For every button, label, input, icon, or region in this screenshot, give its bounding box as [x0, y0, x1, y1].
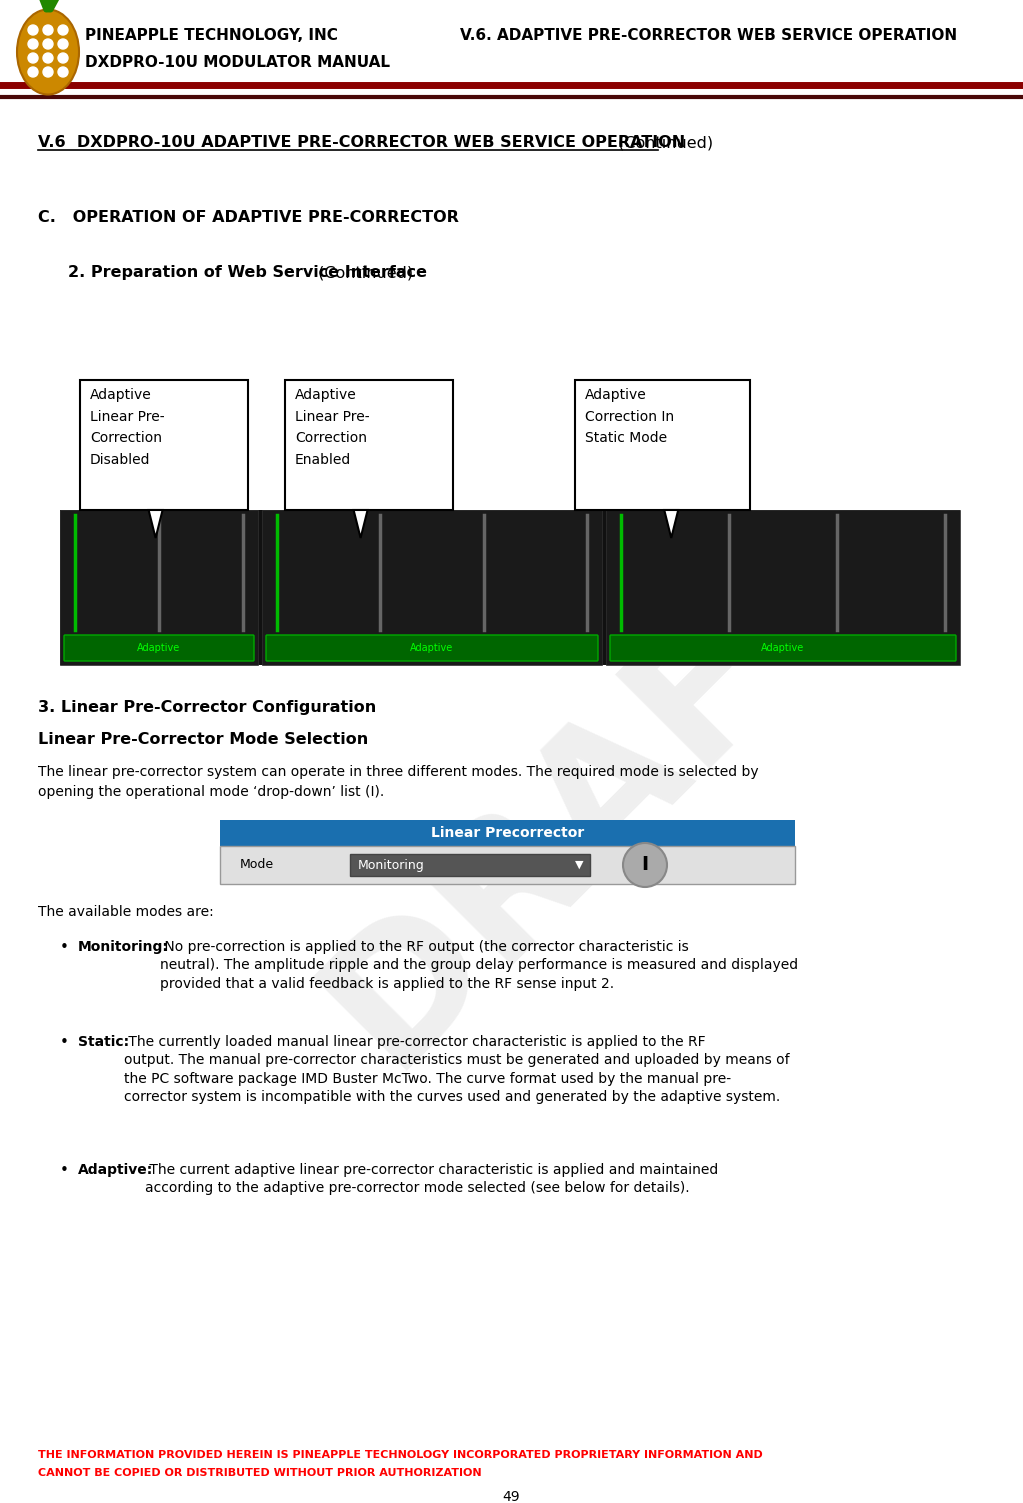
FancyBboxPatch shape	[285, 380, 453, 510]
Text: Adaptive: Adaptive	[761, 643, 805, 652]
Text: ▼: ▼	[575, 860, 583, 870]
Circle shape	[28, 39, 38, 50]
Text: The available modes are:: The available modes are:	[38, 905, 214, 918]
Polygon shape	[664, 510, 678, 538]
FancyBboxPatch shape	[610, 634, 957, 661]
Text: 2. Preparation of Web Service Interface: 2. Preparation of Web Service Interface	[68, 265, 427, 280]
Text: The linear pre-corrector system can operate in three different modes. The requir: The linear pre-corrector system can oper…	[38, 765, 759, 779]
Text: Monitoring: Monitoring	[358, 858, 425, 872]
Text: C.   OPERATION OF ADAPTIVE PRE-CORRECTOR: C. OPERATION OF ADAPTIVE PRE-CORRECTOR	[38, 210, 459, 225]
Circle shape	[58, 26, 68, 35]
Circle shape	[58, 39, 68, 50]
FancyBboxPatch shape	[64, 634, 254, 661]
Text: V.6. ADAPTIVE PRE-CORRECTOR WEB SERVICE OPERATION: V.6. ADAPTIVE PRE-CORRECTOR WEB SERVICE …	[460, 29, 958, 44]
Circle shape	[58, 68, 68, 77]
FancyBboxPatch shape	[220, 821, 795, 846]
FancyBboxPatch shape	[60, 510, 960, 664]
Text: No pre-correction is applied to the RF output (the corrector characteristic is
n: No pre-correction is applied to the RF o…	[160, 939, 798, 990]
Text: Linear Precorrector: Linear Precorrector	[431, 827, 584, 840]
Text: V.6  DXDPRO-10U ADAPTIVE PRE-CORRECTOR WEB SERVICE OPERATION: V.6 DXDPRO-10U ADAPTIVE PRE-CORRECTOR WE…	[38, 135, 685, 150]
Circle shape	[28, 68, 38, 77]
Polygon shape	[354, 510, 367, 538]
Text: The current adaptive linear pre-corrector characteristic is applied and maintain: The current adaptive linear pre-correcto…	[145, 1163, 718, 1195]
Circle shape	[43, 26, 53, 35]
Text: DXDPRO-10U MODULATOR MANUAL: DXDPRO-10U MODULATOR MANUAL	[85, 56, 390, 71]
Text: •: •	[60, 939, 69, 954]
Text: Adaptive
Correction In
Static Mode: Adaptive Correction In Static Mode	[585, 388, 674, 445]
Text: Static:: Static:	[78, 1036, 129, 1049]
Text: The currently loaded manual linear pre-corrector characteristic is applied to th: The currently loaded manual linear pre-c…	[124, 1036, 790, 1105]
Text: •: •	[60, 1163, 69, 1178]
Text: (Continued): (Continued)	[313, 265, 413, 280]
FancyBboxPatch shape	[606, 510, 960, 664]
Text: Linear Pre-Corrector Mode Selection: Linear Pre-Corrector Mode Selection	[38, 732, 368, 747]
Circle shape	[623, 843, 667, 887]
Text: CANNOT BE COPIED OR DISTRIBUTED WITHOUT PRIOR AUTHORIZATION: CANNOT BE COPIED OR DISTRIBUTED WITHOUT …	[38, 1468, 482, 1477]
Text: 49: 49	[502, 1489, 521, 1503]
Text: (Continued): (Continued)	[613, 135, 713, 150]
Text: •: •	[60, 1036, 69, 1051]
Circle shape	[43, 53, 53, 63]
Ellipse shape	[17, 9, 79, 95]
FancyBboxPatch shape	[350, 854, 590, 876]
FancyBboxPatch shape	[80, 380, 248, 510]
Text: opening the operational mode ‘drop-down’ list (I).: opening the operational mode ‘drop-down’…	[38, 785, 385, 800]
Text: I: I	[641, 855, 649, 875]
Circle shape	[58, 53, 68, 63]
Text: 3. Linear Pre-Corrector Configuration: 3. Linear Pre-Corrector Configuration	[38, 700, 376, 715]
FancyBboxPatch shape	[220, 846, 795, 884]
FancyBboxPatch shape	[575, 380, 750, 510]
Circle shape	[28, 26, 38, 35]
Text: Monitoring:: Monitoring:	[78, 939, 169, 954]
FancyBboxPatch shape	[262, 510, 602, 664]
Text: PINEAPPLE TECHNOLOGY, INC: PINEAPPLE TECHNOLOGY, INC	[85, 29, 338, 44]
FancyBboxPatch shape	[60, 510, 258, 664]
Text: Adaptive: Adaptive	[410, 643, 453, 652]
Text: Adaptive
Linear Pre-
Correction
Disabled: Adaptive Linear Pre- Correction Disabled	[90, 388, 165, 467]
Text: Adaptive
Linear Pre-
Correction
Enabled: Adaptive Linear Pre- Correction Enabled	[295, 388, 369, 467]
Circle shape	[28, 53, 38, 63]
Circle shape	[43, 39, 53, 50]
Polygon shape	[148, 510, 163, 538]
Text: Adaptive: Adaptive	[137, 643, 181, 652]
Circle shape	[43, 68, 53, 77]
Text: Mode: Mode	[240, 858, 274, 872]
Text: Adaptive:: Adaptive:	[78, 1163, 153, 1177]
Text: DRAFT: DRAFT	[293, 496, 894, 1097]
Text: THE INFORMATION PROVIDED HEREIN IS PINEAPPLE TECHNOLOGY INCORPORATED PROPRIETARY: THE INFORMATION PROVIDED HEREIN IS PINEA…	[38, 1450, 763, 1459]
FancyBboxPatch shape	[266, 634, 598, 661]
